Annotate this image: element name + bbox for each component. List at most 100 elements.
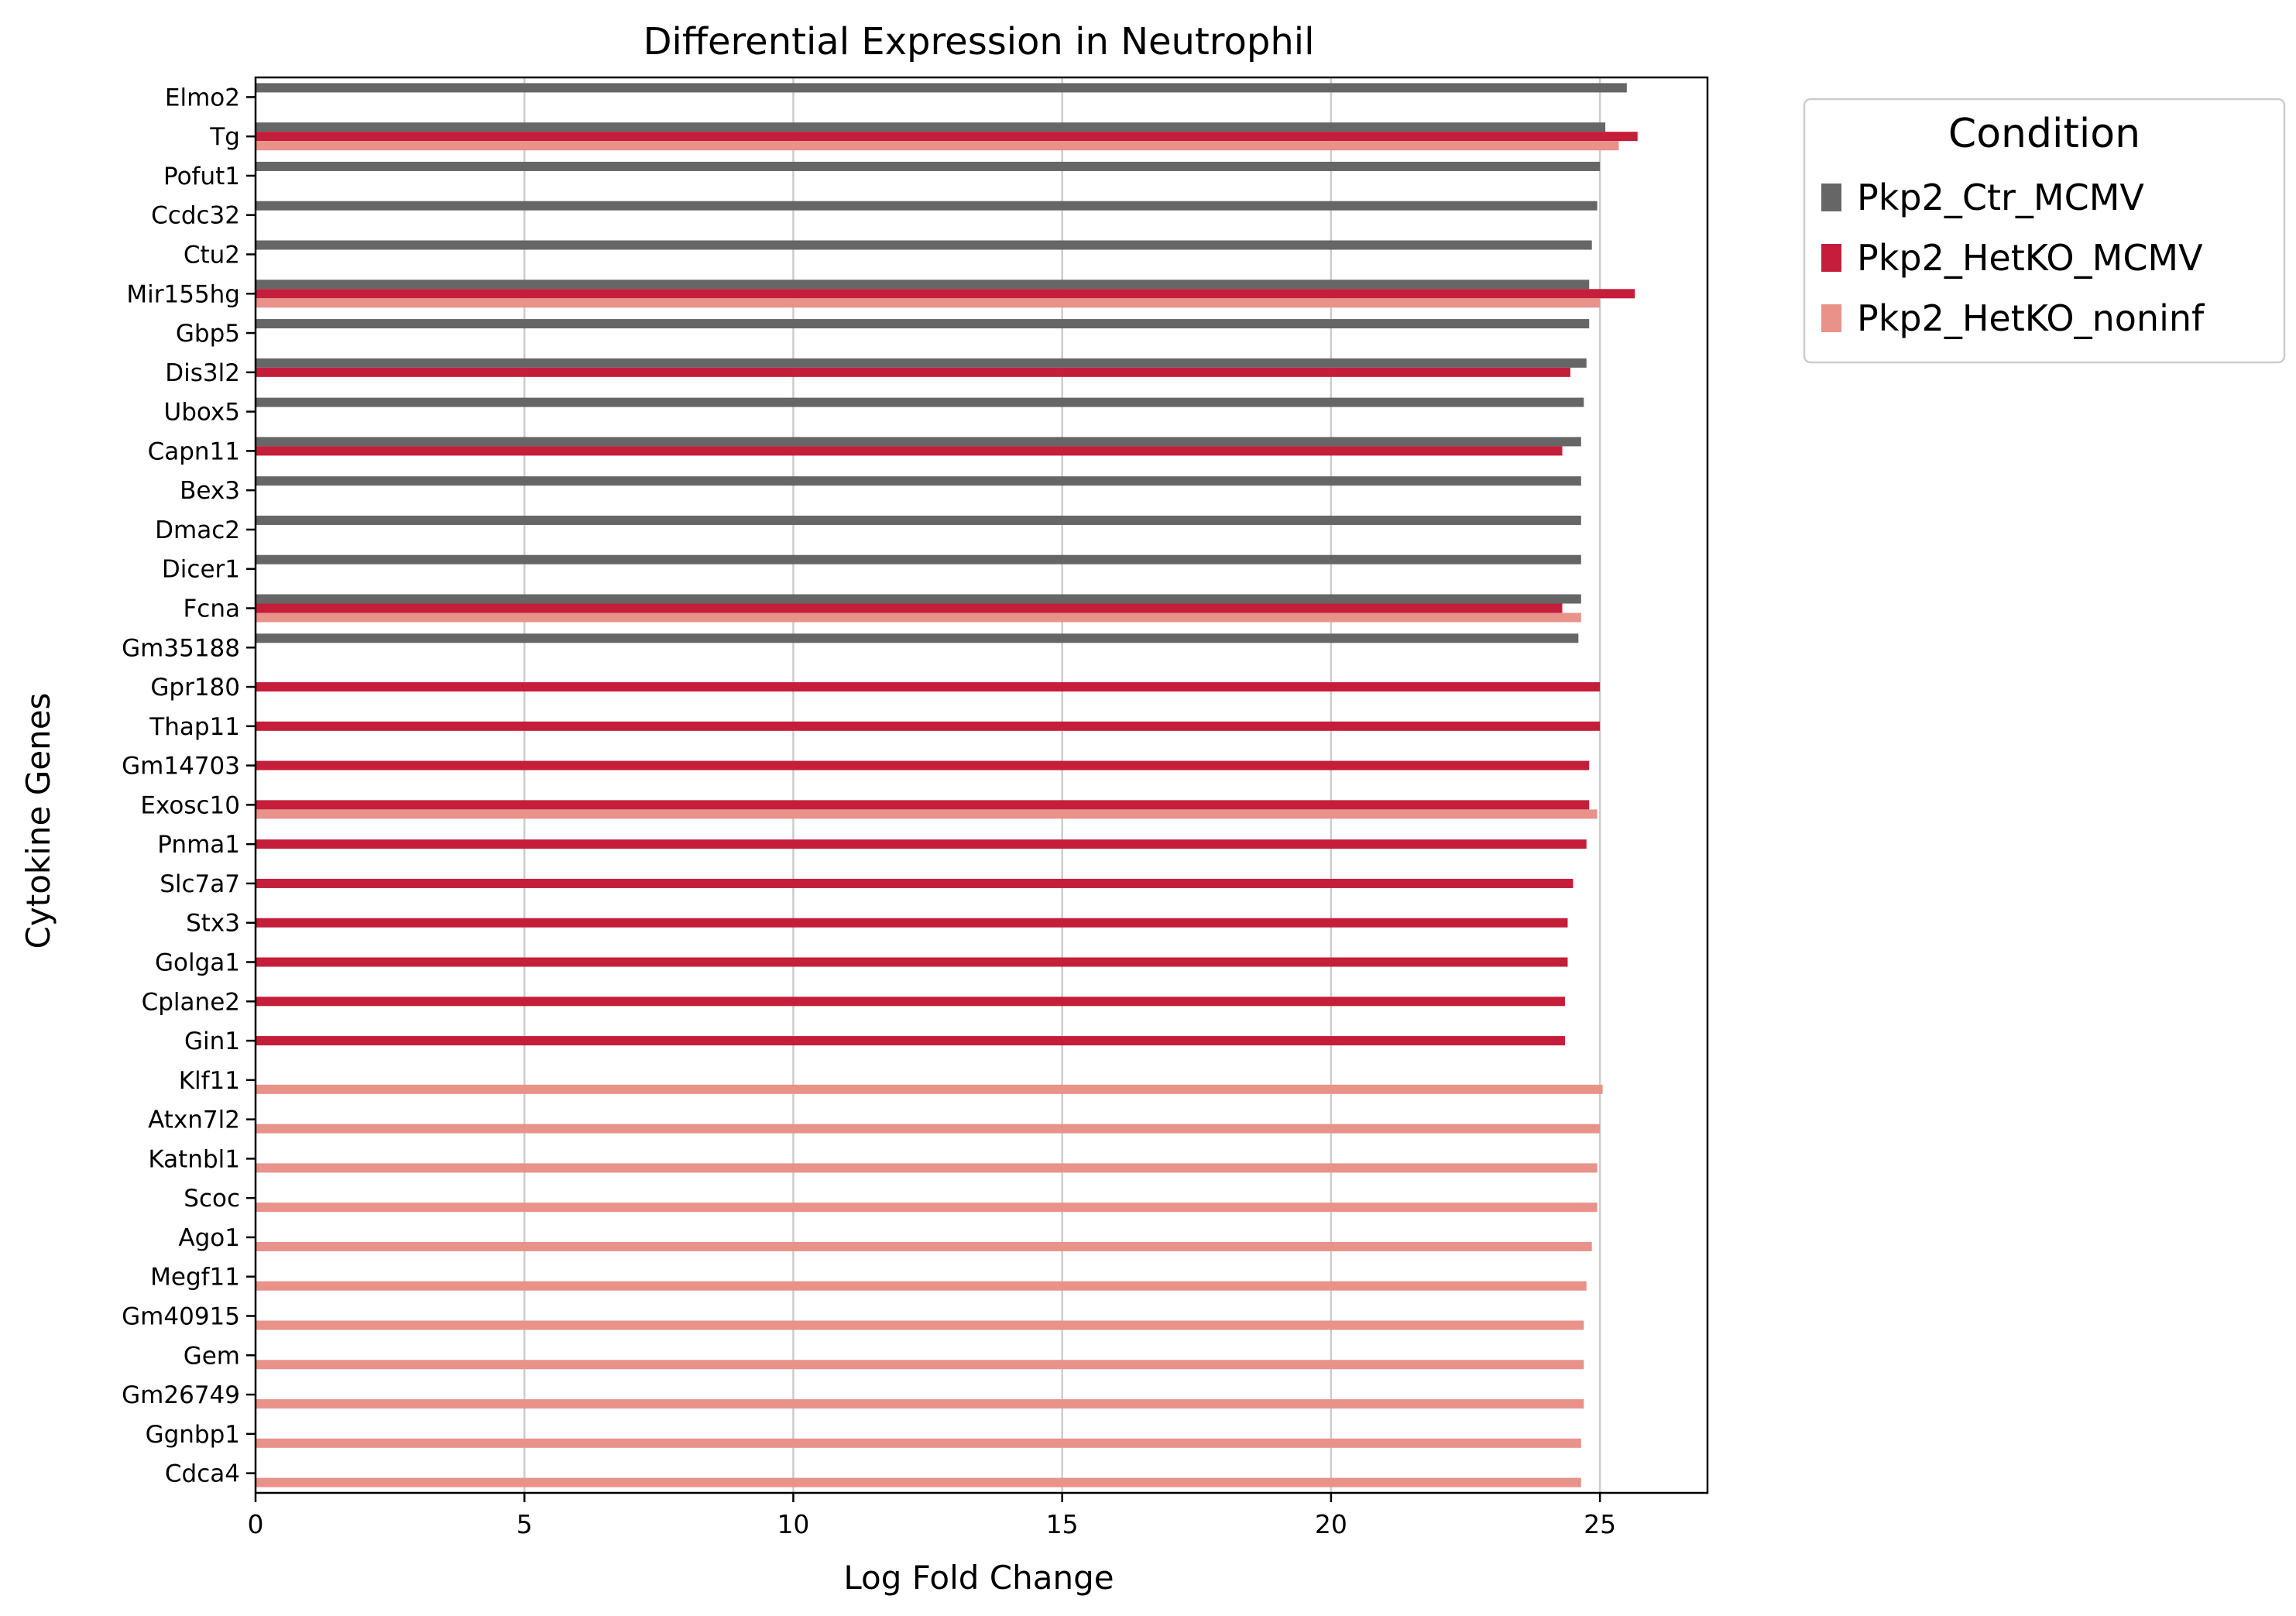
y-tick-label: Golga1 <box>155 949 240 977</box>
y-tick-label: Gm35188 <box>122 634 240 662</box>
y-tick-label: Dis3l2 <box>165 359 240 387</box>
bar-Pkp2_Ctr_MCMV-Fcna <box>256 594 1581 604</box>
bar-Pkp2_HetKO_MCMV-Golga1 <box>256 957 1568 967</box>
bar-Pkp2_Ctr_MCMV-Elmo2 <box>256 83 1627 93</box>
bar-Pkp2_Ctr_MCMV-Tg <box>256 122 1606 132</box>
legend: Condition Pkp2_Ctr_MCMVPkp2_HetKO_MCMVPk… <box>1803 98 2286 364</box>
y-tick-label: Ggnbp1 <box>146 1421 240 1449</box>
bar-Pkp2_HetKO_noninf-Exosc10 <box>256 809 1598 819</box>
y-tick-label: Ccdc32 <box>151 202 240 230</box>
y-tick-label: Ago1 <box>178 1224 240 1252</box>
y-tick-label: Megf11 <box>150 1264 240 1292</box>
bar-Pkp2_HetKO_MCMV-Capn11 <box>256 446 1563 456</box>
legend-swatch <box>1821 304 1841 332</box>
bar-Pkp2_Ctr_MCMV-Capn11 <box>256 437 1581 447</box>
y-tick-label: Gbp5 <box>176 320 240 348</box>
bar-Pkp2_HetKO_MCMV-Gpr180 <box>256 682 1601 692</box>
legend-entries: Pkp2_Ctr_MCMV Pkp2_HetKO_MCMV Pkp2_HetKO_n… <box>1821 177 2205 339</box>
y-tick-label: Gm14703 <box>122 753 240 781</box>
legend-label: Pkp2_HetKO_MCMV <box>1857 237 2203 279</box>
y-tick-label: Dmac2 <box>155 516 240 544</box>
y-tick-label: Exosc10 <box>140 791 240 819</box>
bar-Pkp2_HetKO_noninf-Mir155hg <box>256 298 1601 308</box>
y-tick-label: Gm26749 <box>122 1381 240 1409</box>
y-tick-label: Scoc <box>184 1185 240 1213</box>
y-tick-label: Gm40915 <box>122 1303 240 1331</box>
bar-Pkp2_HetKO_MCMV-Cplane2 <box>256 997 1565 1007</box>
bar-Pkp2_HetKO_noninf-Scoc <box>256 1203 1598 1213</box>
bar-Pkp2_HetKO_noninf-Megf11 <box>256 1281 1587 1291</box>
y-tick-label: Ctu2 <box>184 242 240 269</box>
plot-frame <box>254 76 1709 1494</box>
legend-frame <box>1803 98 2286 364</box>
y-tick-label: Thap11 <box>149 713 240 741</box>
chart-title: Differential Expression in Neutrophil <box>643 20 1315 63</box>
legend-title: Condition <box>1948 111 2140 157</box>
bar-Pkp2_HetKO_noninf-Ago1 <box>256 1241 1592 1251</box>
y-tick-label: Tg <box>209 123 240 151</box>
y-tick-label: Cplane2 <box>142 988 240 1016</box>
y-axis-ticks: Elmo2 Tg Pofut1 Ccdc32 Ctu2 Mir155hg Gbp5 Dis3l… <box>122 84 256 1488</box>
x-tick-label: 10 <box>777 1509 809 1539</box>
bar-Pkp2_Ctr_MCMV-Ccdc32 <box>256 201 1598 211</box>
bars <box>256 83 1638 1487</box>
legend-label: Pkp2_Ctr_MCMV <box>1857 177 2144 218</box>
y-tick-label: Capn11 <box>148 437 240 465</box>
x-tick-label: 20 <box>1315 1509 1347 1539</box>
bar-Pkp2_HetKO_MCMV-Stx3 <box>256 918 1568 928</box>
bar-Pkp2_HetKO_MCMV-Gm14703 <box>256 760 1590 770</box>
bar-Pkp2_HetKO_noninf-Gm40915 <box>256 1320 1584 1330</box>
x-tick-label: 5 <box>517 1509 533 1539</box>
bar-Pkp2_HetKO_MCMV-Slc7a7 <box>256 878 1574 888</box>
bar-Pkp2_HetKO_noninf-Fcna <box>256 612 1581 623</box>
y-tick-label: Pofut1 <box>163 163 240 190</box>
bar-Pkp2_HetKO_MCMV-Gin1 <box>256 1036 1565 1046</box>
bar-Pkp2_Ctr_MCMV-Mir155hg <box>256 280 1590 290</box>
y-tick-label: Katnbl1 <box>148 1145 240 1173</box>
x-axis-ticks: 0 5 10 15 20 25 <box>248 1493 1616 1539</box>
legend-label: Pkp2_HetKO_noninf <box>1857 297 2205 339</box>
x-tick-label: 15 <box>1046 1509 1079 1539</box>
y-tick-label: Klf11 <box>179 1067 240 1095</box>
y-tick-label: Slc7a7 <box>160 870 240 898</box>
y-tick-label: Gin1 <box>184 1028 240 1055</box>
y-tick-label: Gpr180 <box>150 674 240 702</box>
x-tick-label: 25 <box>1584 1509 1616 1539</box>
bar-Pkp2_HetKO_MCMV-Thap11 <box>256 721 1601 731</box>
bar-Pkp2_Ctr_MCMV-Bex3 <box>256 476 1581 486</box>
bar-Pkp2_HetKO_MCMV-Tg <box>256 132 1638 142</box>
y-tick-label: Dicer1 <box>162 556 240 584</box>
bar-Pkp2_HetKO_MCMV-Fcna <box>256 603 1563 613</box>
y-tick-label: Fcna <box>183 595 240 623</box>
bar-Pkp2_HetKO_noninf-Cdca4 <box>256 1477 1581 1487</box>
gridlines <box>523 77 1601 1493</box>
y-tick-label: Elmo2 <box>165 84 240 112</box>
bar-Pkp2_HetKO_MCMV-Pnma1 <box>256 839 1587 849</box>
bar-Pkp2_HetKO_noninf-Klf11 <box>256 1084 1603 1094</box>
y-tick-label: Mir155hg <box>126 280 240 308</box>
bar-Pkp2_HetKO_noninf-Tg <box>256 141 1619 151</box>
bar-Pkp2_Ctr_MCMV-Dis3l2 <box>256 358 1587 368</box>
bar-Pkp2_Ctr_MCMV-Dicer1 <box>256 554 1581 564</box>
y-tick-label: Stx3 <box>186 910 240 938</box>
y-tick-label: Atxn7l2 <box>148 1106 240 1134</box>
y-tick-label: Bex3 <box>180 477 240 505</box>
bar-Pkp2_HetKO_MCMV-Dis3l2 <box>256 367 1570 377</box>
bar-Pkp2_Ctr_MCMV-Pofut1 <box>256 161 1601 171</box>
y-axis-label: Cytokine Genes <box>19 693 57 949</box>
bar-Pkp2_HetKO_MCMV-Mir155hg <box>256 289 1635 299</box>
bar-Pkp2_HetKO_noninf-Gem <box>256 1360 1584 1370</box>
bar-Pkp2_HetKO_noninf-Ggnbp1 <box>256 1438 1581 1448</box>
y-tick-label: Ubox5 <box>164 399 240 427</box>
y-tick-label: Pnma1 <box>157 831 240 859</box>
legend-swatch <box>1821 184 1841 211</box>
bar-Pkp2_Ctr_MCMV-Gm35188 <box>256 633 1579 643</box>
y-tick-label: Gem <box>184 1342 240 1370</box>
bar-Pkp2_Ctr_MCMV-Gbp5 <box>256 319 1590 329</box>
bar-Pkp2_HetKO_MCMV-Exosc10 <box>256 800 1590 810</box>
y-tick-label: Cdca4 <box>165 1460 240 1488</box>
bar-Pkp2_HetKO_noninf-Katnbl1 <box>256 1163 1598 1173</box>
bar-Pkp2_HetKO_noninf-Atxn7l2 <box>256 1124 1601 1134</box>
x-axis-label: Log Fold Change <box>843 1559 1114 1597</box>
